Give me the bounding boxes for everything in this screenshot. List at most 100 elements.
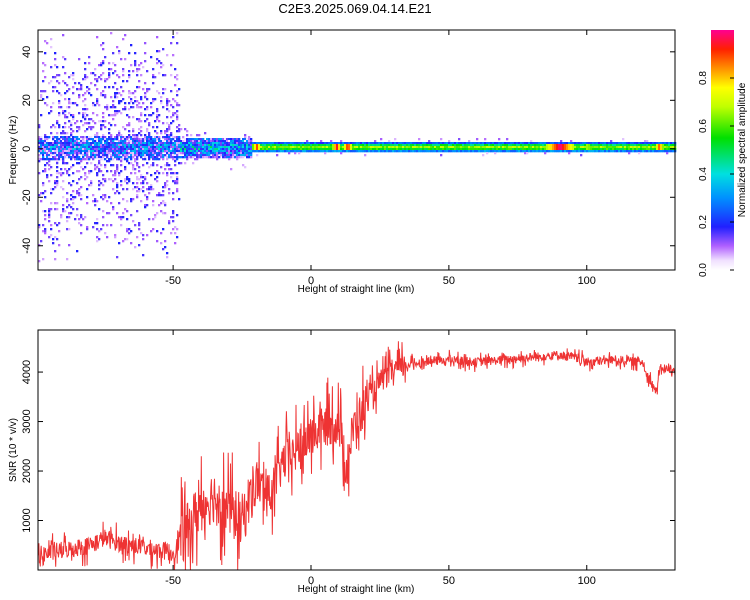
spectrogram-cell bbox=[158, 150, 161, 153]
spectrogram-cell bbox=[168, 142, 171, 145]
spectrogram-cell bbox=[510, 148, 513, 151]
spectrogram-cell bbox=[176, 182, 179, 185]
spectrogram-cell bbox=[166, 180, 169, 183]
spectrogram-cell bbox=[60, 216, 63, 219]
spectrogram-cell bbox=[114, 82, 117, 85]
spectrogram-cell bbox=[114, 96, 117, 99]
spectrogram-cell bbox=[120, 156, 123, 159]
spectrogram-cell bbox=[430, 142, 433, 145]
spectrogram-cell bbox=[162, 122, 165, 125]
spectrogram-cell bbox=[62, 162, 65, 165]
spectrogram-cell bbox=[98, 104, 101, 107]
spectrogram-cell bbox=[128, 102, 131, 105]
spectrogram-cell bbox=[276, 142, 279, 145]
spectrogram-cell bbox=[74, 196, 77, 199]
spectrogram-cell bbox=[514, 148, 517, 151]
spectrogram-cell bbox=[432, 150, 435, 153]
spectrogram-cell bbox=[44, 140, 47, 143]
spectrogram-cell bbox=[240, 152, 243, 155]
spectrogram-cell bbox=[72, 202, 75, 205]
spectrogram-cell bbox=[142, 176, 145, 179]
spectrogram-cell bbox=[166, 172, 169, 175]
spectrogram-cell bbox=[72, 146, 75, 149]
spectrogram-cell bbox=[88, 136, 91, 139]
spectrogram-cell bbox=[130, 152, 133, 155]
spectrogram-cell bbox=[474, 146, 477, 149]
spectrogram-cell bbox=[178, 140, 181, 143]
spectrogram-cell bbox=[294, 148, 297, 151]
spectrogram-cell bbox=[100, 182, 103, 185]
spectrogram-cell bbox=[566, 148, 569, 151]
spectrogram-cell bbox=[68, 174, 71, 177]
spectrogram-cell bbox=[364, 154, 367, 157]
spectrogram-cell bbox=[216, 148, 219, 151]
spectrogram-cell bbox=[580, 142, 583, 145]
spectrogram-cell bbox=[276, 146, 279, 149]
spectrogram-cell bbox=[622, 150, 625, 153]
spectrogram-cell bbox=[232, 144, 235, 147]
spectrogram-cell bbox=[216, 142, 219, 145]
spectrogram-cell bbox=[54, 222, 57, 225]
spectrogram-cell bbox=[122, 108, 125, 111]
spectrogram-cell bbox=[668, 150, 671, 153]
spectrogram-cell bbox=[562, 144, 565, 147]
spectrogram-cell bbox=[42, 182, 45, 185]
spectrogram-cell bbox=[144, 156, 147, 159]
spectrogram-cell bbox=[136, 142, 139, 145]
spectrogram-cell bbox=[200, 152, 203, 155]
spectrogram-cell bbox=[394, 142, 397, 145]
spectrogram-cell bbox=[72, 116, 75, 119]
spectrogram-cell bbox=[602, 144, 605, 147]
spectrogram-cell bbox=[166, 136, 169, 139]
spectrogram-cell bbox=[614, 142, 617, 145]
spectrogram-cell bbox=[150, 230, 153, 233]
spectrogram-cell bbox=[96, 156, 99, 159]
spectrogram-cell bbox=[164, 240, 167, 243]
spectrogram-cell bbox=[68, 182, 71, 185]
spectrogram-cell bbox=[670, 144, 673, 147]
spectrogram-cell bbox=[178, 138, 181, 141]
spectrogram-cell bbox=[130, 200, 133, 203]
spectrogram-cell bbox=[176, 126, 179, 129]
spectrogram-cell bbox=[144, 148, 147, 151]
spectrogram-cell bbox=[556, 148, 559, 151]
spectrogram-cell bbox=[130, 150, 133, 153]
spectrogram-cell bbox=[204, 146, 207, 149]
spectrogram-cell bbox=[252, 146, 255, 149]
spectrogram-cell bbox=[174, 164, 177, 167]
spectrogram-cell bbox=[108, 148, 111, 151]
spectrogram-cell bbox=[164, 168, 167, 171]
spectrogram-cell bbox=[390, 148, 393, 151]
spectrogram-cell bbox=[164, 186, 167, 189]
spectrogram-cell bbox=[540, 144, 543, 147]
spectrogram-cell bbox=[498, 144, 501, 147]
spectrogram-cell bbox=[146, 146, 149, 149]
spectrogram-cell bbox=[214, 154, 217, 157]
spectrogram-cell bbox=[184, 140, 187, 143]
spectrogram-cell bbox=[170, 176, 173, 179]
spectrogram-cell bbox=[622, 148, 625, 151]
spectrogram-cell bbox=[56, 162, 59, 165]
spectrogram-cell bbox=[120, 58, 123, 61]
spectrogram-cell bbox=[78, 152, 81, 155]
spectrogram-cell bbox=[154, 130, 157, 133]
spectrogram-cell bbox=[186, 152, 189, 155]
spectrogram-cell bbox=[148, 218, 151, 221]
spectrogram-cell bbox=[128, 152, 131, 155]
spectrogram-cell bbox=[416, 142, 419, 145]
spectrogram-cell bbox=[430, 146, 433, 149]
spectrogram-cell bbox=[318, 150, 321, 153]
spectrogram-cell bbox=[172, 150, 175, 153]
spectrogram-cell bbox=[72, 114, 75, 117]
spectrogram-cell bbox=[140, 232, 143, 235]
spectrogram-cell bbox=[132, 130, 135, 133]
spectrogram-cell bbox=[172, 120, 175, 123]
spectrogram-cell bbox=[598, 146, 601, 149]
spectrogram-cell bbox=[166, 100, 169, 103]
spectrogram-cell bbox=[404, 142, 407, 145]
spectrogram-cell bbox=[70, 128, 73, 131]
spectrogram-cell bbox=[406, 142, 409, 145]
spectrogram-cell bbox=[174, 144, 177, 147]
spectrogram-cell bbox=[146, 156, 149, 159]
spectrogram-cell bbox=[504, 148, 507, 151]
